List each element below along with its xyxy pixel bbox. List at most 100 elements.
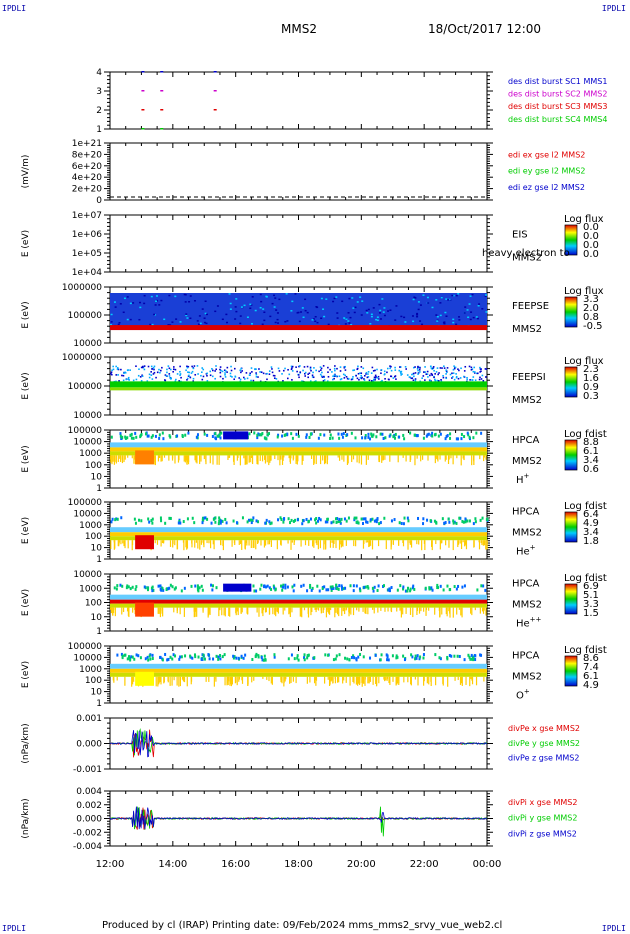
spectrogram-cell: [384, 436, 387, 440]
colorbar-tick-label: 8.6: [583, 653, 599, 664]
spectrogram-cell: [386, 658, 389, 662]
spectrogram-cell: [324, 520, 327, 524]
spectrogram-cell: [345, 375, 348, 378]
spectrogram-cell: [369, 518, 372, 522]
spectrogram-cell: [191, 540, 193, 544]
spectrogram-cell: [464, 306, 467, 308]
spectrogram-cell: [360, 372, 363, 375]
spectrogram-cell: [147, 365, 150, 368]
spectrogram-cell: [375, 318, 378, 321]
spectrogram-cell: [266, 584, 269, 588]
spectrogram-cell: [464, 540, 466, 547]
spectrogram-cell: [337, 432, 340, 436]
spectrogram-cell: [153, 455, 155, 459]
spectrogram-cell: [382, 311, 385, 313]
y-tick-label: 1e+06: [72, 230, 103, 240]
spectrogram-cell: [445, 315, 448, 317]
spectrogram-cell: [483, 607, 485, 611]
spectrogram-cell: [331, 378, 334, 381]
spectrogram-cell: [267, 540, 269, 545]
spectrogram-cell: [115, 587, 118, 591]
spectrogram-cell: [402, 433, 405, 437]
y-axis-label: E (eV): [21, 372, 31, 399]
spectrogram-cell: [463, 312, 466, 314]
panel-frame: [109, 214, 488, 273]
spectrogram-cell: [323, 455, 326, 465]
spectrogram-cell: [447, 517, 450, 521]
y-tick-label: 100000: [68, 311, 103, 321]
spectrogram-cell: [185, 540, 187, 548]
spectrogram-cell: [122, 607, 125, 613]
spectrogram-cell: [375, 676, 377, 684]
spectrogram-cell: [345, 676, 347, 683]
spectrogram-cell: [445, 377, 448, 380]
spectrogram-cell: [270, 366, 273, 368]
spectrogram-cell: [157, 607, 159, 614]
spectrogram-cell: [187, 431, 190, 435]
spectrogram-cell: [246, 377, 249, 380]
spectrogram-cell: [457, 584, 460, 588]
spectrogram-cell: [323, 585, 326, 589]
spectrogram-cell: [139, 434, 142, 438]
spectrogram-cell: [435, 520, 438, 524]
spectrogram-cell: [291, 379, 293, 381]
spectrogram-cell: [411, 586, 414, 590]
spectrogram-cell: [361, 376, 363, 379]
spectrogram-cell: [315, 517, 318, 521]
spectrogram-cell: [430, 380, 432, 382]
spectrogram-cell: [477, 372, 479, 375]
spectrogram-cell: [456, 607, 458, 615]
spectrogram-cell: [353, 516, 356, 520]
spectrogram-cell: [276, 312, 279, 314]
colorbar-tick-label: 2.0: [583, 303, 599, 314]
spectrogram-cell: [206, 433, 209, 437]
spectrogram-cell: [316, 540, 318, 546]
spectrogram-cell: [167, 657, 170, 661]
spectrogram-cell: [117, 323, 120, 326]
spectrogram-cell: [473, 455, 475, 462]
spectrogram-cell: [413, 375, 415, 378]
spectrogram-cell: [241, 607, 243, 613]
spectrogram-cell: [412, 379, 415, 382]
spectrogram-cell: [110, 323, 113, 326]
spectrogram-cell: [436, 586, 439, 590]
spectrogram-cell: [246, 520, 249, 524]
spectrogram-cell: [422, 517, 425, 521]
spectrogram-cell: [347, 377, 350, 380]
spectrogram-cell: [371, 366, 374, 369]
spectrogram-cell: [461, 676, 463, 686]
spectrogram-cell: [360, 366, 363, 368]
spectrogram-cell: [113, 301, 116, 303]
spectrogram-cell: [139, 656, 142, 660]
spectrogram-cell: [402, 540, 405, 547]
spectrogram-cell: [126, 607, 129, 612]
spectrogram-cell: [312, 376, 315, 379]
instrument-label: MMS2: [512, 253, 542, 264]
spectrogram-cell: [239, 315, 242, 317]
spectrogram-cell: [362, 367, 365, 370]
spectrogram-cell: [275, 378, 278, 380]
spectrogram-cell: [367, 373, 369, 375]
spectrogram-cell: [319, 455, 322, 465]
spectrogram-cell: [161, 587, 164, 591]
spectrogram-cell: [413, 296, 416, 299]
spectrogram-cell: [272, 607, 274, 615]
spectrogram-cell: [306, 676, 308, 684]
spectrogram-cell: [151, 434, 154, 438]
spectrogram-cell: [457, 676, 459, 681]
spectrogram-cell: [144, 432, 147, 436]
spectrogram-cell: [440, 540, 442, 544]
spectrogram-cell: [275, 607, 277, 617]
spectrogram-cell: [320, 367, 323, 370]
spectrogram-cell: [481, 374, 484, 377]
spectrogram-cell: [474, 379, 477, 381]
spectrogram-feature: [135, 535, 154, 550]
spectrogram-cell: [149, 323, 152, 326]
spectrogram-cell: [425, 373, 428, 375]
spectrogram-cell: [153, 368, 155, 371]
spectrogram-cell: [120, 652, 123, 656]
spectrogram-cell: [186, 377, 189, 380]
spectrogram-cell: [485, 294, 488, 296]
spectrogram-cell: [439, 540, 441, 550]
spectrogram-cell: [235, 656, 238, 660]
